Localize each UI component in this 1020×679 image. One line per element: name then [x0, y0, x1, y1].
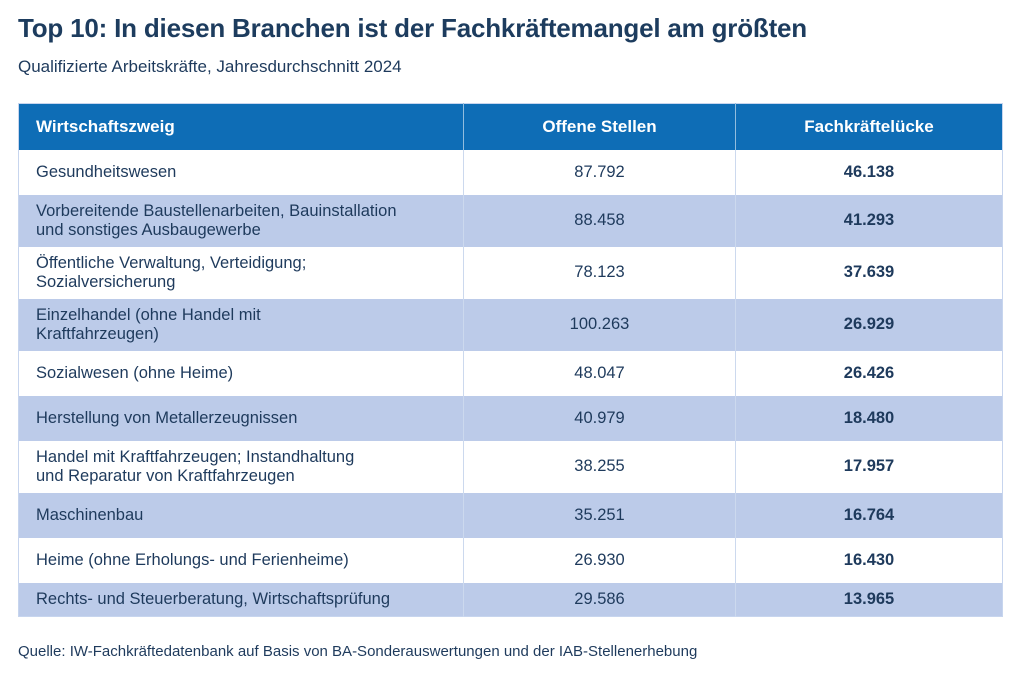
table-row: Rechts- und Steuerberatung, Wirtschaftsp…: [18, 583, 1003, 617]
cell-open-positions: 29.586: [463, 583, 736, 617]
source-note: Quelle: IW-Fachkräftedatenbank auf Basis…: [18, 642, 698, 660]
cell-skills-gap: 37.639: [735, 247, 1003, 300]
cell-branch: Maschinenbau: [18, 493, 464, 539]
table-row: Öffentliche Verwaltung, Verteidigung; So…: [19, 247, 1003, 300]
data-table: Wirtschaftszweig Offene Stellen Fachkräf…: [18, 102, 1003, 617]
table-row: Gesundheitswesen 87.792 46.138: [19, 150, 1003, 196]
page-title: Top 10: In diesen Branchen ist der Fachk…: [18, 13, 807, 43]
page-subtitle: Qualifizierte Arbeitskräfte, Jahresdurch…: [18, 56, 402, 76]
cell-branch: Öffentliche Verwaltung, Verteidigung; So…: [36, 253, 307, 292]
cell-skills-gap: 26.426: [735, 351, 1003, 397]
cell-branch: Herstellung von Metallerzeugnissen: [18, 396, 464, 442]
cell-skills-gap: 26.929: [735, 299, 1003, 352]
table-row: Einzelhandel (ohne Handel mit Kraftfahrz…: [18, 299, 1003, 352]
col-header-wirtschaftszweig: Wirtschaftszweig: [18, 103, 464, 151]
col-header-offene-stellen: Offene Stellen: [463, 103, 736, 151]
infographic-page: Top 10: In diesen Branchen ist der Fachk…: [18, 13, 1003, 660]
cell-open-positions: 88.458: [463, 195, 736, 248]
cell-branch: Rechts- und Steuerberatung, Wirtschaftsp…: [18, 583, 464, 617]
cell-skills-gap: 16.764: [735, 493, 1003, 539]
cell-branch: Heime (ohne Erholungs- und Ferienheime): [36, 550, 349, 569]
cell-branch: Sozialwesen (ohne Heime): [36, 363, 234, 382]
table-header-row: Wirtschaftszweig Offene Stellen Fachkräf…: [18, 103, 1003, 151]
cell-open-positions: 26.930: [463, 538, 736, 584]
cell-open-positions: 78.123: [463, 247, 736, 300]
cell-branch: Einzelhandel (ohne Handel mit Kraftfahrz…: [18, 299, 464, 352]
cell-open-positions: 38.255: [463, 441, 736, 494]
cell-branch: Vorbereitende Baustellenarbeiten, Bauins…: [18, 195, 464, 248]
cell-open-positions: 40.979: [463, 396, 736, 442]
table-row: Vorbereitende Baustellenarbeiten, Bauins…: [18, 195, 1003, 248]
col-header-fachkraefteluecke: Fachkräftelücke: [735, 103, 1003, 151]
cell-skills-gap: 46.138: [735, 150, 1003, 196]
cell-skills-gap: 16.430: [735, 538, 1003, 584]
table-row: Maschinenbau 35.251 16.764: [18, 493, 1003, 539]
cell-open-positions: 48.047: [463, 351, 736, 397]
cell-open-positions: 100.263: [463, 299, 736, 352]
cell-open-positions: 87.792: [463, 150, 736, 196]
table-row: Sozialwesen (ohne Heime) 48.047 26.426: [19, 351, 1003, 397]
table-row: Handel mit Kraftfahrzeugen; Instandhaltu…: [19, 441, 1003, 494]
cell-skills-gap: 13.965: [735, 583, 1003, 617]
table-row: Herstellung von Metallerzeugnissen 40.97…: [18, 396, 1003, 442]
cell-skills-gap: 17.957: [735, 441, 1003, 494]
cell-skills-gap: 41.293: [735, 195, 1003, 248]
cell-branch: Handel mit Kraftfahrzeugen; Instandhaltu…: [36, 447, 355, 486]
cell-open-positions: 35.251: [463, 493, 736, 539]
cell-skills-gap: 18.480: [735, 396, 1003, 442]
table-row: Heime (ohne Erholungs- und Ferienheime) …: [19, 538, 1003, 584]
cell-branch: Gesundheitswesen: [36, 162, 177, 181]
